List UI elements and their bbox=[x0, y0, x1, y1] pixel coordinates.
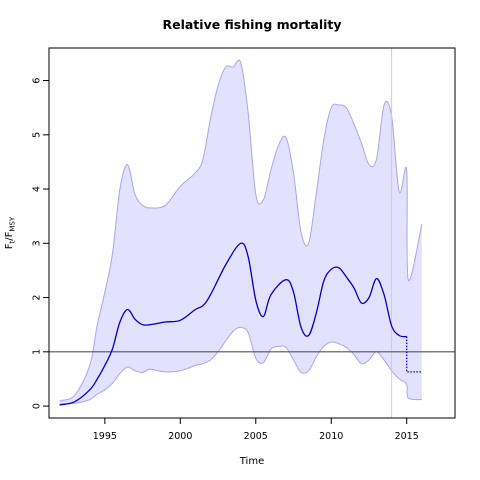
projection-line bbox=[406, 336, 422, 373]
x-tick-label-2015: 2015 bbox=[395, 431, 419, 442]
plot-area bbox=[49, 48, 455, 418]
band-lower-line bbox=[59, 326, 422, 405]
y-tick-label-3: 3 bbox=[31, 240, 42, 246]
y-tick-label-2: 2 bbox=[31, 295, 42, 301]
y-tick-label-1: 1 bbox=[31, 349, 42, 355]
band-upper-line bbox=[59, 59, 423, 402]
y-axis-label-sub2: MSY bbox=[9, 216, 17, 231]
x-tick-label-2000: 2000 bbox=[168, 431, 192, 442]
x-tick-label-2005: 2005 bbox=[244, 431, 268, 442]
plot-frame bbox=[48, 47, 456, 419]
estimate-line bbox=[59, 242, 407, 406]
y-tick-label-6: 6 bbox=[31, 78, 42, 84]
chart-title: Relative fishing mortality bbox=[162, 17, 341, 32]
x-tick-label-2010: 2010 bbox=[319, 431, 343, 442]
y-tick-label-0: 0 bbox=[31, 403, 42, 409]
confidence-band bbox=[59, 59, 422, 404]
y-axis-label-base: F bbox=[4, 243, 15, 249]
y-tick-label-5: 5 bbox=[31, 132, 42, 138]
x-axis: 1995 2000 2005 2010 2015 bbox=[93, 418, 419, 442]
x-axis-label: Time bbox=[239, 456, 264, 467]
y-axis-label-sub1: t bbox=[9, 240, 17, 243]
y-axis-label: Ft/FMSY bbox=[4, 216, 17, 249]
x-tick-label-1995: 1995 bbox=[93, 431, 117, 442]
y-tick-label-4: 4 bbox=[31, 186, 42, 192]
y-axis-label-mid: /F bbox=[4, 231, 15, 240]
y-axis: 0 1 2 3 4 5 6 bbox=[31, 78, 49, 409]
